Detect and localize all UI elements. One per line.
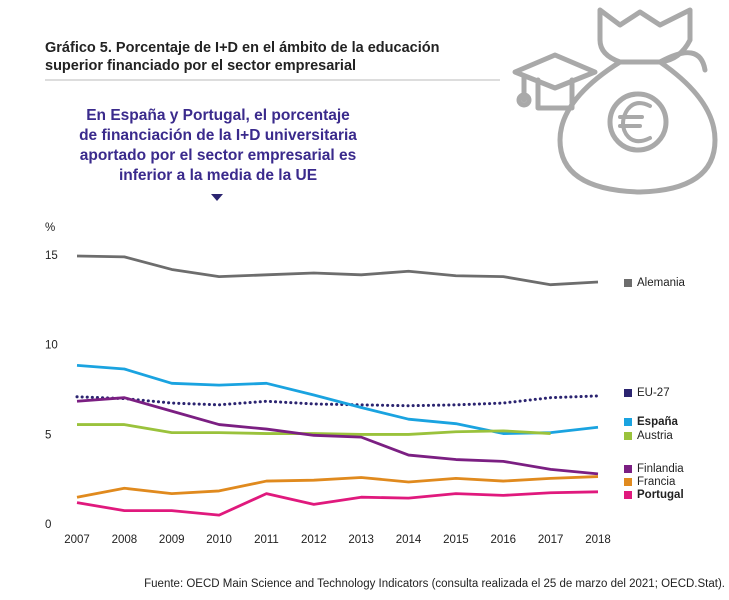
chart-title: superior financiado por el sector empres… [45,58,356,74]
legend-label: Francia [637,476,676,488]
legend-label: EU-27 [637,387,670,399]
x-tick-label: 2015 [443,534,469,546]
x-tick-label: 2011 [254,534,279,546]
x-tick-label: 2010 [206,534,232,546]
series-line [76,363,599,435]
legend-label: España [637,416,679,428]
series-line [76,490,599,517]
series-line [76,475,599,499]
y-tick-label: 15 [45,250,58,262]
y-axis-label: % [45,222,55,234]
chart-title: Gráfico 5. Porcentaje de I+D en el ámbit… [45,40,439,56]
legend-label: Portugal [637,489,684,501]
x-tick-label: 2018 [585,534,611,546]
legend-label: Austria [637,430,673,442]
legend-swatch [624,389,632,397]
series-line [77,423,551,436]
x-tick-label: 2007 [64,534,90,546]
legend-swatch [624,491,632,499]
y-tick-label: 10 [45,340,58,352]
annotation: de financiación de la I+D universitaria [79,127,357,144]
x-tick-label: 2017 [538,534,564,546]
x-tick-label: 2009 [159,534,185,546]
icon [512,7,718,195]
x-tick-label: 2016 [490,534,516,546]
legend-swatch [624,478,632,486]
series-line [76,254,599,287]
x-tick-label: 2013 [348,534,374,546]
legend-swatch [624,465,632,473]
legend-label: Alemania [637,277,686,289]
x-tick-label: 2008 [112,534,138,546]
legend-swatch [624,279,632,287]
legend-swatch [624,432,632,440]
legend-label: Finlandia [637,463,684,475]
annotation: inferior a la media de la UE [119,167,317,184]
callout-arrow [211,194,223,201]
annotation: En España y Portugal, el porcentaje [86,107,350,124]
y-tick-label: 0 [45,519,51,531]
annotation: aportado por el sector empresarial es [80,147,357,164]
source: Fuente: OECD Main Science and Technology… [144,578,725,590]
series-line [76,396,599,476]
x-tick-label: 2012 [301,534,327,546]
x-tick-label: 2014 [396,534,422,546]
y-tick-label: 5 [45,429,51,441]
legend-swatch [624,418,632,426]
series-line [75,394,600,408]
